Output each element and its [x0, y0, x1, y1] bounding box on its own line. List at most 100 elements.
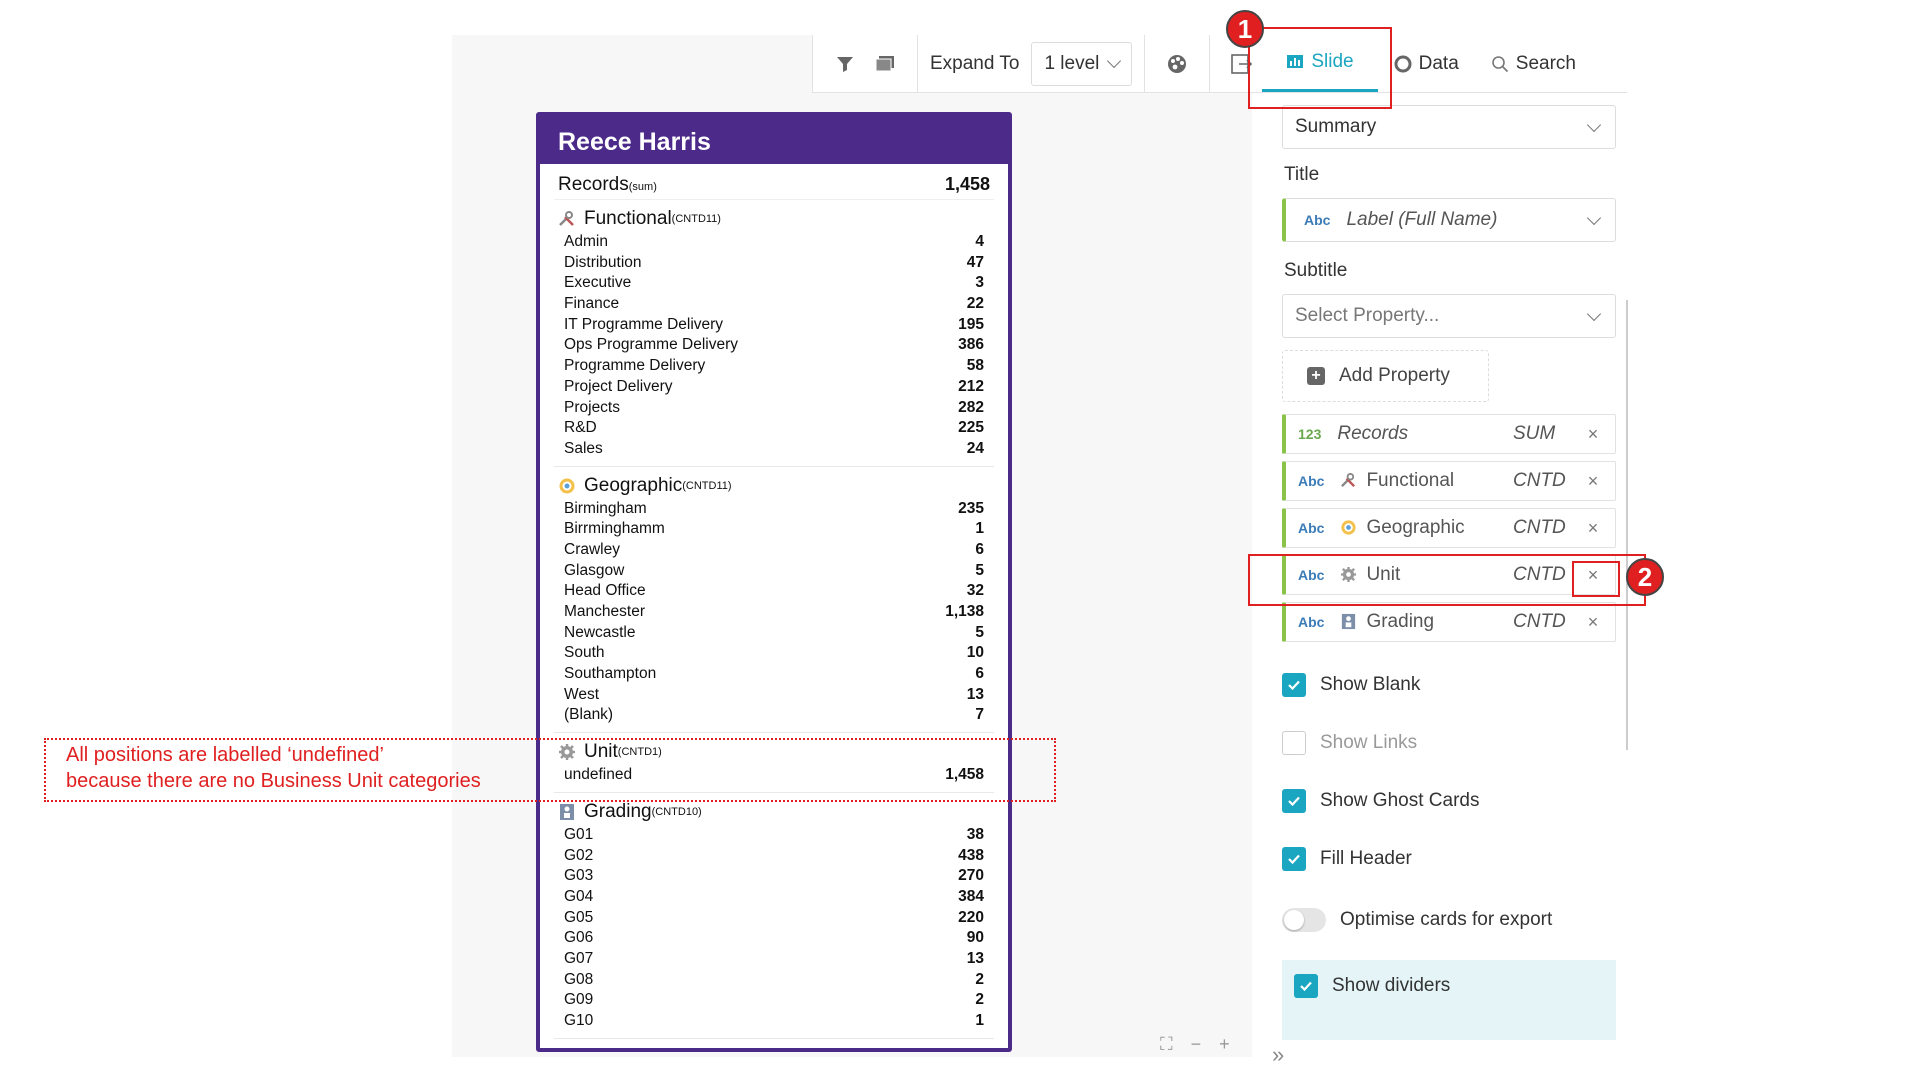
list-item: Ops Programme Delivery 386	[558, 335, 990, 356]
filter-icon[interactable]	[833, 52, 857, 76]
option-optimise-cards-for-export[interactable]: Optimise cards for export	[1282, 908, 1552, 932]
checkbox-checked-icon[interactable]	[1282, 847, 1306, 871]
item-label: South	[564, 644, 605, 662]
item-value: 2	[975, 970, 984, 988]
tab-slide[interactable]: Slide	[1262, 35, 1378, 92]
property-row-grading[interactable]: Abc Grading CNTD ×	[1282, 602, 1616, 642]
property-aggregation[interactable]: SUM	[1513, 423, 1556, 444]
grading-icon	[558, 803, 576, 821]
card-section-grading: Grading (CNTD10) G01 38 G02 438 G03 270 G04 384 G0…	[554, 793, 994, 1039]
property-row-geographic[interactable]: Abc Geographic CNTD ×	[1282, 508, 1616, 548]
remove-property-icon[interactable]: ×	[1587, 611, 1599, 632]
property-row-functional[interactable]: Abc Functional CNTD ×	[1282, 461, 1616, 501]
item-value: 22	[966, 295, 984, 313]
item-label: Finance	[564, 295, 620, 313]
remove-property-icon[interactable]: ×	[1587, 517, 1599, 538]
section-title: Unit (CNTD1)	[558, 739, 990, 765]
item-label: Newcastle	[564, 623, 636, 641]
remove-property-icon[interactable]: ×	[1587, 423, 1599, 444]
add-property-button[interactable]: + Add Property	[1282, 350, 1489, 402]
toggle-switch[interactable]	[1282, 908, 1326, 932]
item-label: Manchester	[564, 603, 645, 620]
item-label: G02	[564, 846, 594, 864]
zoom-in-icon[interactable]: +	[1219, 1034, 1230, 1054]
section-title: Functional (CNTD11)	[558, 206, 990, 232]
list-item: Glasgow 5	[558, 561, 990, 582]
subtitle-label: Subtitle	[1284, 260, 1348, 281]
zoom-out-icon[interactable]: −	[1190, 1034, 1202, 1054]
list-item: G09 2	[558, 990, 990, 1011]
option-label: Fill Header	[1320, 848, 1412, 869]
list-item: G01 38	[558, 825, 990, 846]
option-label: Show Links	[1320, 732, 1418, 753]
section-title-sub: (CNTD1)	[617, 746, 662, 759]
add-property-label: Add Property	[1339, 365, 1450, 386]
records-label: Records	[558, 174, 629, 195]
list-item: undefined 1,458	[558, 765, 990, 786]
checkbox-checked-icon[interactable]	[1282, 673, 1306, 697]
item-label: Birmingham	[564, 499, 647, 517]
panel-scrollbar[interactable]	[1626, 300, 1628, 750]
remove-property-icon[interactable]: ×	[1587, 470, 1599, 491]
person-card[interactable]: Reece Harris Records(sum) 1,458 Function…	[536, 112, 1012, 1052]
list-item: G07 13	[558, 949, 990, 970]
title-select[interactable]: Abc Label (Full Name)	[1282, 198, 1616, 242]
item-label: Southampton	[564, 665, 657, 683]
property-aggregation[interactable]: CNTD	[1513, 611, 1566, 632]
item-label: Crawley	[564, 540, 620, 558]
option-show-dividers[interactable]: Show dividers	[1294, 974, 1450, 998]
subtitle-placeholder: Select Property...	[1295, 305, 1440, 326]
item-value: 38	[966, 825, 984, 843]
property-aggregation[interactable]: CNTD	[1513, 517, 1566, 538]
palette-icon[interactable]	[1165, 52, 1189, 76]
item-value: 32	[966, 582, 984, 600]
item-label: undefined	[564, 766, 633, 784]
item-value: 24	[966, 439, 984, 457]
option-show-links[interactable]: Show Links	[1282, 731, 1417, 755]
tab-data[interactable]: Data	[1378, 35, 1475, 92]
option-show-blank[interactable]: Show Blank	[1282, 673, 1420, 697]
item-value: 10	[966, 644, 984, 662]
property-row-records[interactable]: 123 Records SUM ×	[1282, 414, 1616, 454]
tab-search-label: Search	[1515, 52, 1576, 74]
remove-property-icon[interactable]: ×	[1587, 564, 1599, 585]
tab-slide-label: Slide	[1311, 51, 1354, 72]
fit-screen-icon[interactable]: ⛶	[1160, 1034, 1173, 1054]
cards-icon[interactable]	[873, 52, 897, 76]
chevron-down-icon	[1107, 53, 1122, 69]
collapse-panel-icon[interactable]: »	[1272, 1042, 1285, 1067]
list-item: Manchester 1,138	[558, 602, 990, 623]
checkbox-checked-icon[interactable]	[1282, 789, 1306, 813]
tab-search[interactable]: Search	[1475, 35, 1592, 92]
property-aggregation[interactable]: CNTD	[1513, 470, 1566, 491]
summary-select[interactable]: Summary	[1282, 105, 1616, 149]
option-show-ghost-cards[interactable]: Show Ghost Cards	[1282, 789, 1479, 813]
card-section-functional: Functional (CNTD11) Admin 4 Distribution 47 Ex…	[554, 200, 994, 467]
list-item: Southampton 6	[558, 664, 990, 685]
list-item: G06 90	[558, 928, 990, 949]
grading-icon	[1340, 613, 1358, 631]
tools-icon	[558, 210, 576, 228]
item-value: 1	[975, 1012, 984, 1029]
checkbox-checked-icon[interactable]	[1294, 974, 1318, 998]
section-title-text: Unit	[584, 741, 618, 763]
highlight-unit-remove	[1572, 561, 1620, 597]
list-item: Newcastle 5	[558, 623, 990, 644]
property-aggregation[interactable]: CNTD	[1513, 564, 1566, 585]
globe-icon	[1340, 519, 1358, 537]
item-value: 5	[975, 561, 984, 579]
item-value: 235	[958, 499, 984, 517]
item-label: Admin	[564, 233, 608, 250]
card-header: Reece Harris	[540, 116, 1008, 164]
checkbox-empty-icon[interactable]	[1282, 731, 1306, 755]
item-value: 1,138	[945, 603, 984, 620]
item-value: 195	[958, 315, 984, 333]
annotation-line-2: because there are no Business Unit categ…	[66, 770, 481, 792]
type-badge: Abc	[1298, 473, 1325, 489]
zoom-controls: ⛶ − +	[1160, 1034, 1230, 1055]
section-title-sub: (CNTD11)	[671, 213, 721, 225]
section-title-text: Grading	[584, 800, 652, 822]
level-select[interactable]: 1 level	[1031, 41, 1133, 86]
subtitle-select[interactable]: Select Property...	[1282, 294, 1616, 338]
option-fill-header[interactable]: Fill Header	[1282, 847, 1412, 871]
